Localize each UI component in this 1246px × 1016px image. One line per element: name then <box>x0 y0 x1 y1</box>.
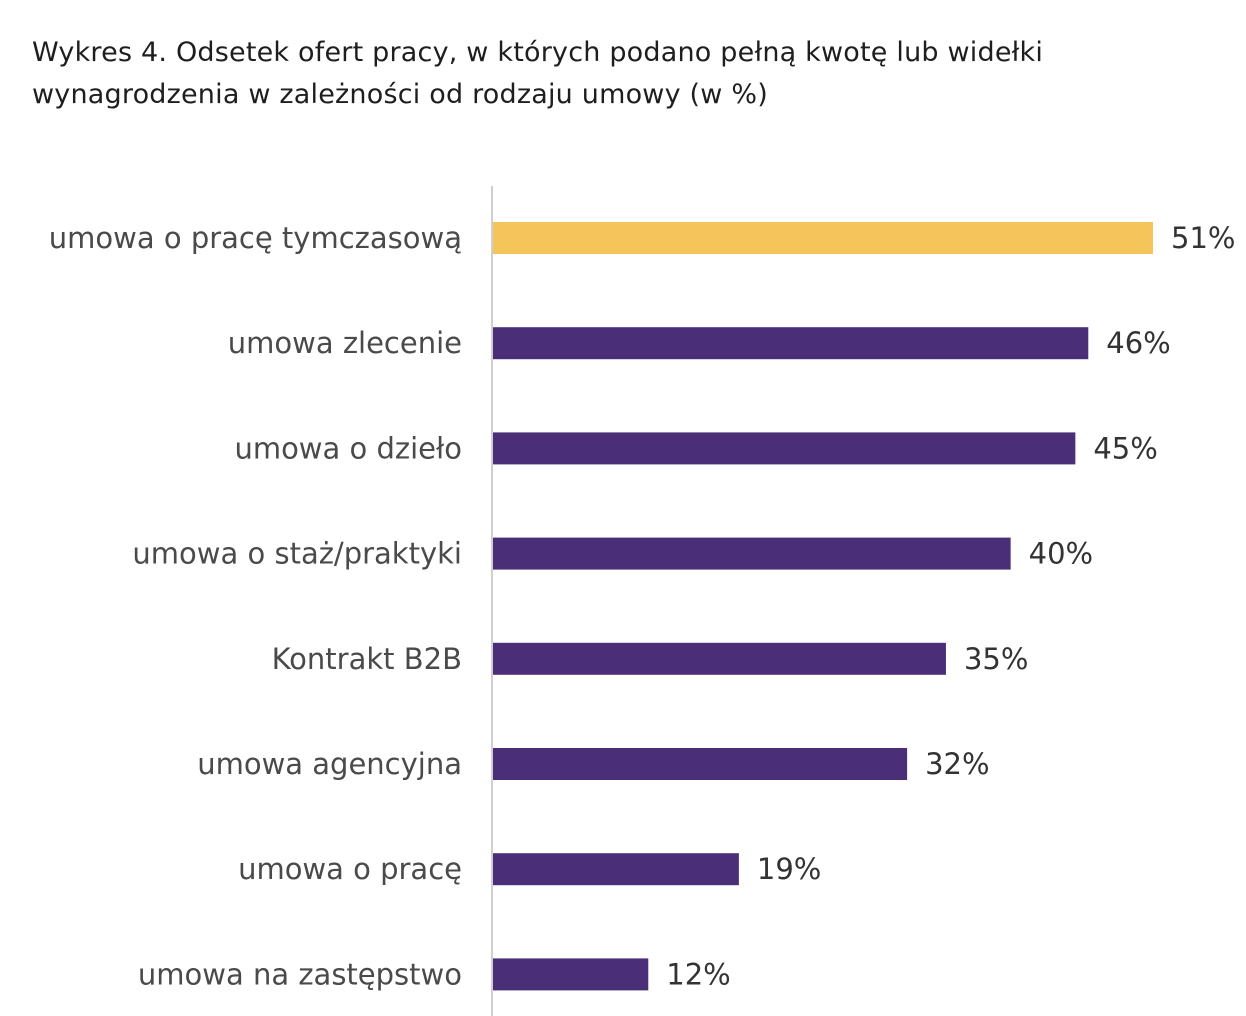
bars-layer: umowa o pracę tymczasową 51% umowa zleceni… <box>49 221 1236 991</box>
category-label: umowa agencyjna <box>197 747 462 781</box>
value-label: 45% <box>1093 431 1157 465</box>
category-label: umowa o pracę tymczasową <box>49 221 462 255</box>
value-label: 40% <box>1029 537 1093 571</box>
value-label: 35% <box>964 642 1028 676</box>
category-label: Kontrakt B2B <box>272 642 462 676</box>
bar <box>493 222 1153 254</box>
category-label: umowa zlecenie <box>228 326 462 360</box>
bar <box>493 748 908 780</box>
bar <box>493 432 1076 465</box>
bar-row: umowa o dzieło 45% <box>234 431 1157 465</box>
value-label: 46% <box>1106 326 1170 360</box>
bar <box>493 327 1089 360</box>
category-label: umowa o pracę <box>238 852 462 886</box>
category-label: umowa o staż/praktyki <box>132 537 462 571</box>
value-label: 19% <box>757 852 821 886</box>
chart-title: Wykres 4. Odsetek ofert pracy, w których… <box>32 32 1212 116</box>
bar-row: umowa o pracę tymczasową 51% <box>49 221 1236 255</box>
bar-row: umowa agencyjna 32% <box>197 747 989 781</box>
category-label: umowa na zastępstwo <box>138 957 462 991</box>
chart-title-line-2: wynagrodzenia w zależności od rodzaju um… <box>32 79 768 110</box>
bar-row: Kontrakt B2B 35% <box>272 642 1029 676</box>
bar-row: umowa o pracę 19% <box>238 852 821 886</box>
category-label: umowa o dzieło <box>234 431 462 465</box>
bar <box>493 853 739 886</box>
value-label: 12% <box>666 957 730 991</box>
bar <box>493 642 946 675</box>
chart-title-line-1: Wykres 4. Odsetek ofert pracy, w których… <box>32 37 1044 68</box>
bar <box>493 537 1011 570</box>
bar-row: umowa o staż/praktyki 40% <box>132 537 1093 571</box>
bar <box>493 958 649 991</box>
value-label: 32% <box>925 747 989 781</box>
value-label: 51% <box>1171 221 1235 255</box>
bar-row: umowa zlecenie 46% <box>228 326 1171 360</box>
bar-row: umowa na zastępstwo 12% <box>138 957 731 991</box>
